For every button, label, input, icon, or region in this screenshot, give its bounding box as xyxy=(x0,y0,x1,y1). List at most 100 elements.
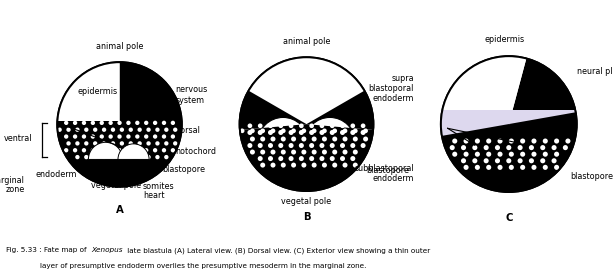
Wedge shape xyxy=(239,57,374,130)
Circle shape xyxy=(302,136,306,141)
Circle shape xyxy=(486,165,491,170)
Circle shape xyxy=(289,123,294,128)
Circle shape xyxy=(463,165,468,170)
Circle shape xyxy=(162,134,166,139)
Circle shape xyxy=(484,158,489,163)
Circle shape xyxy=(364,129,368,133)
Wedge shape xyxy=(56,61,120,135)
Circle shape xyxy=(75,141,80,146)
Circle shape xyxy=(363,136,368,141)
Circle shape xyxy=(311,150,317,155)
Circle shape xyxy=(281,163,286,168)
Circle shape xyxy=(498,165,503,170)
Circle shape xyxy=(484,145,489,150)
Wedge shape xyxy=(59,124,180,187)
Circle shape xyxy=(360,130,365,135)
Circle shape xyxy=(299,123,303,128)
Circle shape xyxy=(340,123,345,128)
Text: late blastula (A) Lateral view. (B) Dorsal view. (C) Exterior view showing a thi: late blastula (A) Lateral view. (B) Dors… xyxy=(125,247,430,254)
Circle shape xyxy=(147,155,151,159)
FancyBboxPatch shape xyxy=(240,131,373,168)
Circle shape xyxy=(319,130,324,135)
Circle shape xyxy=(258,123,262,128)
Circle shape xyxy=(240,129,245,133)
Text: supra
blastoporal
endoderm: supra blastoporal endoderm xyxy=(368,73,414,103)
Wedge shape xyxy=(258,117,308,143)
Circle shape xyxy=(332,150,337,155)
FancyBboxPatch shape xyxy=(441,111,577,143)
Circle shape xyxy=(509,152,514,157)
Circle shape xyxy=(309,130,314,135)
Circle shape xyxy=(99,148,104,152)
Circle shape xyxy=(75,127,80,132)
Circle shape xyxy=(554,165,559,170)
Circle shape xyxy=(270,136,275,141)
Circle shape xyxy=(73,121,77,125)
Circle shape xyxy=(84,141,88,146)
Circle shape xyxy=(520,152,525,157)
Circle shape xyxy=(144,148,148,152)
Circle shape xyxy=(543,152,548,157)
Circle shape xyxy=(278,130,283,135)
Circle shape xyxy=(66,127,70,132)
Circle shape xyxy=(322,150,327,155)
Text: animal pole: animal pole xyxy=(283,37,330,46)
Circle shape xyxy=(322,163,327,168)
Circle shape xyxy=(563,145,568,150)
Circle shape xyxy=(84,155,88,159)
Circle shape xyxy=(520,138,525,144)
Circle shape xyxy=(75,155,80,159)
Circle shape xyxy=(495,158,500,163)
Circle shape xyxy=(64,121,69,125)
Circle shape xyxy=(153,134,158,139)
Circle shape xyxy=(360,143,365,148)
Circle shape xyxy=(84,127,88,132)
Circle shape xyxy=(135,121,140,125)
Circle shape xyxy=(531,152,536,157)
Circle shape xyxy=(73,148,77,152)
Text: vegetal pole: vegetal pole xyxy=(91,181,141,190)
Wedge shape xyxy=(88,142,123,159)
Text: notochord: notochord xyxy=(175,147,216,156)
Circle shape xyxy=(353,136,358,141)
Circle shape xyxy=(82,134,86,139)
Circle shape xyxy=(257,143,263,148)
Circle shape xyxy=(260,163,265,168)
Circle shape xyxy=(102,127,106,132)
Circle shape xyxy=(554,138,559,144)
Circle shape xyxy=(91,148,95,152)
Circle shape xyxy=(250,150,255,155)
Text: A: A xyxy=(116,206,123,215)
Circle shape xyxy=(554,152,559,157)
Circle shape xyxy=(144,121,148,125)
Circle shape xyxy=(153,148,158,152)
Circle shape xyxy=(350,143,356,148)
Circle shape xyxy=(257,156,263,161)
Circle shape xyxy=(137,141,142,146)
Circle shape xyxy=(350,130,356,135)
Circle shape xyxy=(332,136,337,141)
Circle shape xyxy=(261,129,265,133)
Circle shape xyxy=(109,134,113,139)
Circle shape xyxy=(472,145,478,150)
Circle shape xyxy=(155,141,159,146)
Circle shape xyxy=(162,121,166,125)
Circle shape xyxy=(173,127,177,132)
Circle shape xyxy=(129,155,133,159)
Circle shape xyxy=(509,138,514,144)
Circle shape xyxy=(540,158,546,163)
Circle shape xyxy=(299,143,304,148)
Circle shape xyxy=(343,163,348,168)
Circle shape xyxy=(452,138,457,144)
Circle shape xyxy=(332,129,337,133)
Circle shape xyxy=(472,158,478,163)
Circle shape xyxy=(91,134,95,139)
Circle shape xyxy=(82,121,86,125)
Circle shape xyxy=(463,152,468,157)
Circle shape xyxy=(93,141,97,146)
Circle shape xyxy=(170,121,175,125)
Circle shape xyxy=(450,145,455,150)
Circle shape xyxy=(302,129,306,133)
Circle shape xyxy=(461,145,466,150)
Circle shape xyxy=(302,150,306,155)
